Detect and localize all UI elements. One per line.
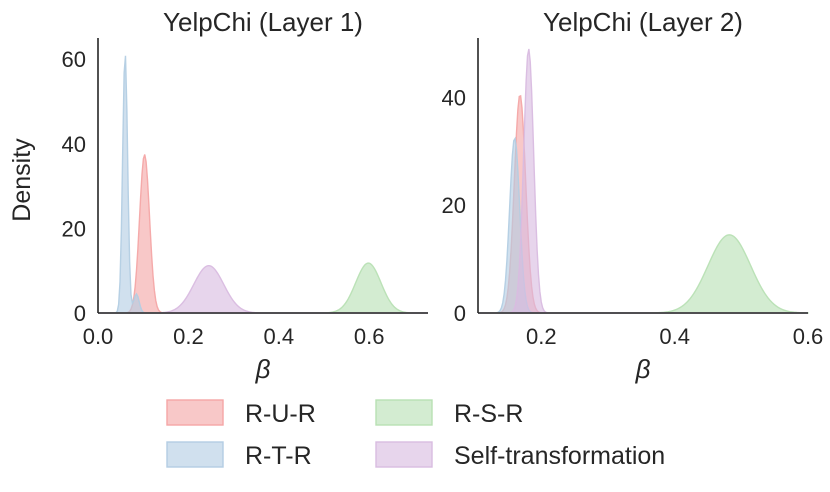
legend-label-self-transformation: Self-transformation (454, 442, 665, 470)
legend-label-r-s-r: R-S-R (454, 400, 523, 428)
legend-label-r-t-r: R-T-R (245, 442, 312, 470)
x-axis-label: β (255, 354, 271, 384)
x-tick-label: 0.0 (83, 324, 114, 349)
density-area-self-transformation (478, 48, 808, 314)
y-tick-label: 0 (74, 301, 86, 326)
legend-swatch-self-transformation (375, 441, 433, 468)
x-tick-label: 0.4 (264, 324, 295, 349)
panel-title: YelpChi (Layer 2) (543, 7, 743, 37)
legend-label-r-u-r: R-U-R (245, 400, 316, 428)
panel-layer-2: YelpChi (Layer 2) β 0.2 0.4 0.6 0 20 40 (442, 7, 824, 384)
y-tick-label: 40 (62, 132, 86, 157)
y-tick-label: 0 (454, 301, 466, 326)
y-axis-label: Density (8, 138, 36, 222)
panel-layer-1: YelpChi (Layer 1) Density β 0.0 0.2 0.4 0.6… (8, 7, 428, 384)
y-tick-label: 40 (442, 85, 466, 110)
x-tick-label: 0.2 (173, 324, 204, 349)
panel-title: YelpChi (Layer 1) (163, 7, 363, 37)
legend-swatch-r-u-r (166, 399, 224, 426)
legend-swatch-r-t-r (166, 441, 224, 468)
y-tick-label: 20 (442, 193, 466, 218)
y-tick-label: 60 (62, 47, 86, 72)
legend-swatch-r-s-r (375, 399, 433, 426)
x-tick-label: 0.6 (793, 324, 824, 349)
x-tick-label: 0.2 (526, 324, 557, 349)
x-tick-label: 0.6 (354, 324, 385, 349)
y-tick-label: 20 (62, 216, 86, 241)
x-tick-label: 0.4 (659, 324, 690, 349)
x-axis-label: β (635, 354, 651, 384)
legend: R-U-R R-S-R R-T-R Self-transformation (166, 399, 665, 470)
